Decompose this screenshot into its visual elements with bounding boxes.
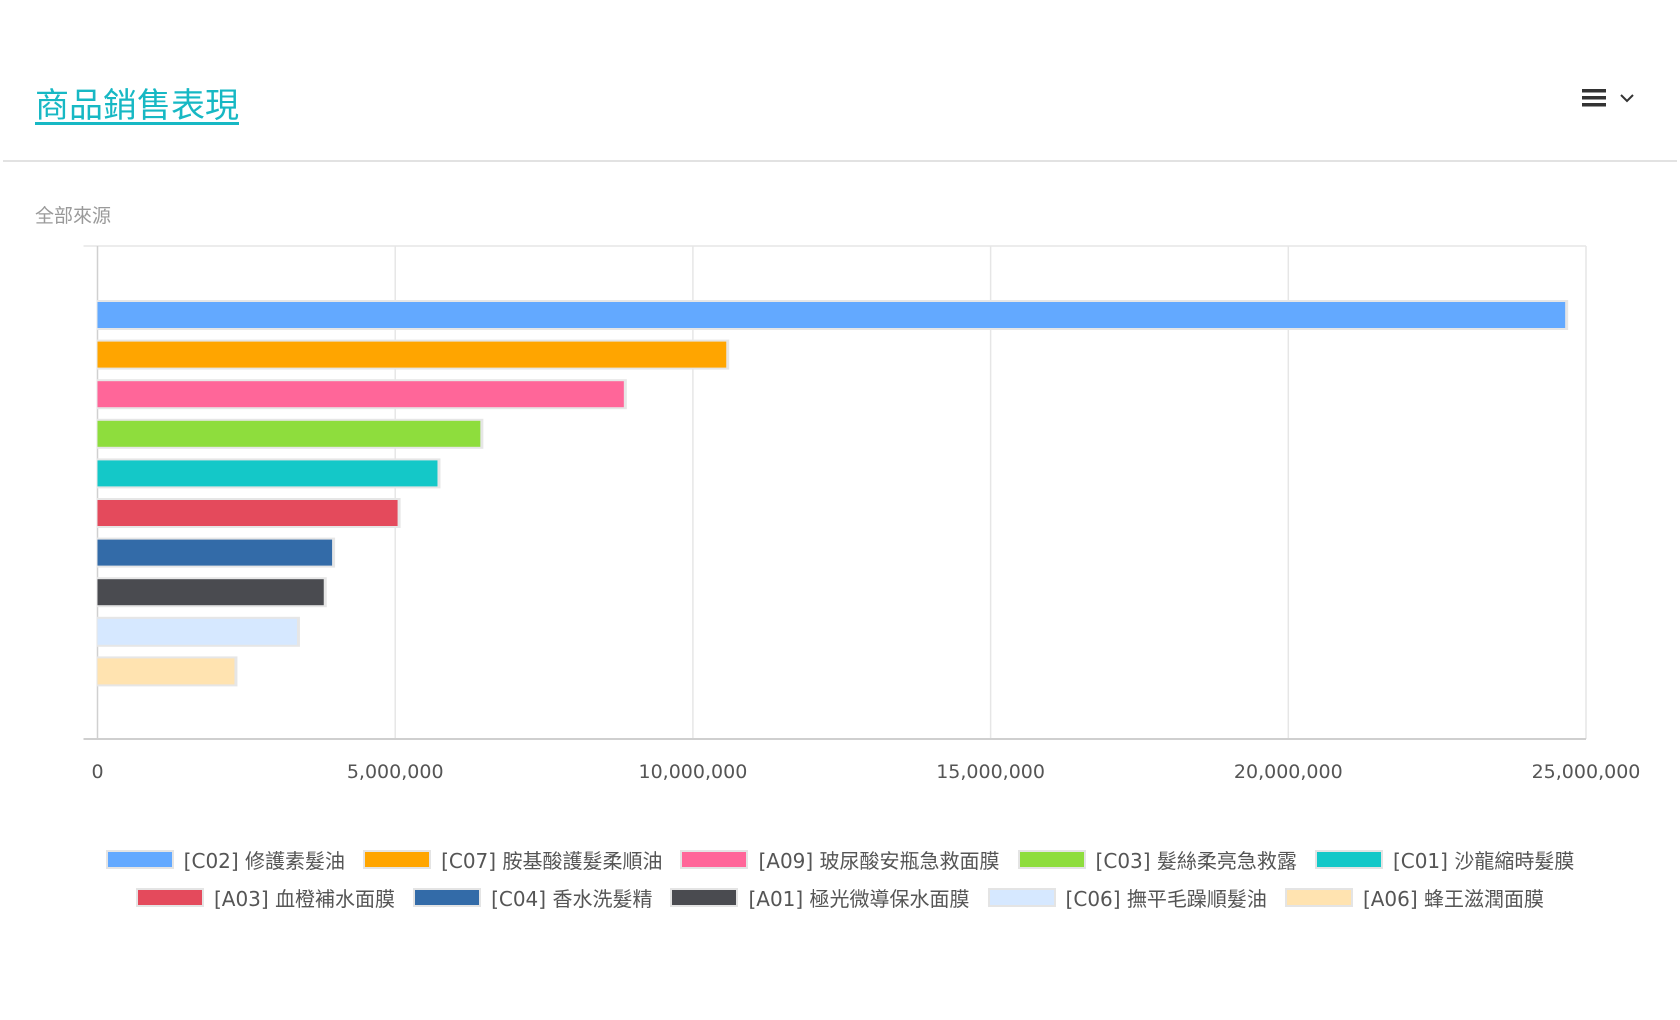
bar[interactable]: [97, 302, 1566, 328]
legend-item[interactable]: [A06] 蜂王滋潤面膜: [1284, 883, 1545, 912]
bar[interactable]: [97, 618, 297, 645]
legend-row: [A03] 血橙補水面膜 [C04] 香水洗髮精 [A01] 極光微導保水面膜 [C0…: [0, 883, 1680, 912]
legend-item[interactable]: [C04] 香水洗髮精: [413, 883, 652, 912]
header-divider: [3, 160, 1677, 162]
legend-item[interactable]: [C06] 撫平毛躁順髮油: [987, 883, 1267, 912]
legend-label: [C03] 髮絲柔亮急救露: [1095, 849, 1297, 873]
hamburger-icon: [1582, 89, 1606, 107]
legend-item[interactable]: [A03] 血橙補水面膜: [135, 883, 396, 912]
legend-item[interactable]: [C02] 修護素髮油: [105, 845, 346, 874]
legend-label: [C07] 胺基酸護髮柔順油: [441, 849, 663, 873]
legend-swatch: [135, 888, 204, 907]
legend-swatch: [670, 888, 739, 907]
bar[interactable]: [97, 658, 235, 685]
legend-swatch: [413, 888, 482, 907]
chart-menu-button[interactable]: [1582, 88, 1634, 108]
legend-row: [C02] 修護素髮油 [C07] 胺基酸護髮柔順油 [A09] 玻尿酸安瓶急救面膜…: [0, 845, 1680, 874]
legend-swatch: [105, 850, 174, 869]
legend-swatch: [1284, 888, 1353, 907]
bar[interactable]: [97, 579, 324, 606]
legend-item[interactable]: [A01] 極光微導保水面膜: [670, 883, 970, 912]
bar[interactable]: [97, 420, 481, 447]
bar[interactable]: [97, 539, 333, 566]
legend-item[interactable]: [C03] 髮絲柔亮急救露: [1017, 845, 1297, 874]
legend-swatch: [987, 888, 1056, 907]
legend-label: [A03] 血橙補水面膜: [213, 887, 396, 911]
legend-label: [C04] 香水洗髮精: [491, 887, 653, 911]
legend-label: [C06] 撫平毛躁順髮油: [1065, 887, 1267, 911]
x-tick-label: 10,000,000: [639, 761, 748, 783]
page-title[interactable]: 商品銷售表現: [35, 86, 239, 126]
x-tick-label: 0: [91, 761, 103, 783]
bar[interactable]: [97, 500, 398, 526]
legend-label: [C02] 修護素髮油: [183, 849, 346, 873]
bar[interactable]: [97, 341, 727, 368]
legend-item[interactable]: [A09] 玻尿酸安瓶急救面膜: [680, 845, 1000, 874]
legend-swatch: [363, 850, 432, 869]
x-tick-label: 5,000,000: [347, 761, 444, 783]
legend-item[interactable]: [C01] 沙龍縮時髮膜: [1314, 845, 1575, 874]
legend-swatch: [680, 850, 749, 869]
x-tick-label: 20,000,000: [1234, 761, 1343, 783]
bar[interactable]: [97, 460, 438, 487]
legend-item[interactable]: [C07] 胺基酸護髮柔順油: [363, 845, 662, 874]
legend-swatch: [1017, 850, 1086, 869]
legend-swatch: [1314, 850, 1383, 869]
legend-label: [A09] 玻尿酸安瓶急救面膜: [758, 849, 1000, 873]
bar[interactable]: [97, 381, 624, 408]
legend-label: [A06] 蜂王滋潤面膜: [1362, 887, 1545, 911]
legend-label: [C01] 沙龍縮時髮膜: [1392, 849, 1575, 873]
x-tick-label: 25,000,000: [1532, 761, 1641, 783]
legend-label: [A01] 極光微導保水面膜: [748, 887, 970, 911]
chart-subtitle: 全部來源: [35, 205, 112, 227]
x-tick-label: 15,000,000: [936, 761, 1045, 783]
bar-chart: 0 5,000,000 10,000,000 15,000,000 20,000,000…: [83, 245, 1641, 783]
chevron-down-icon: [1620, 94, 1634, 103]
